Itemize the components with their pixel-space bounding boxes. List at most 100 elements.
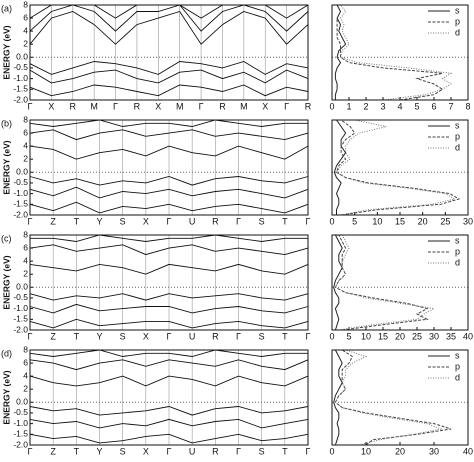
x-tick-label: 0 — [329, 331, 334, 341]
plot-frame — [331, 234, 469, 331]
plot-frame — [29, 4, 309, 101]
dos-line — [334, 234, 429, 331]
band-line — [29, 186, 309, 199]
x-tick-label: R — [219, 101, 226, 111]
y-tick-label: -2.0 — [13, 209, 28, 219]
x-tick-label: 30 — [429, 331, 439, 341]
x-tick-label: Y — [96, 216, 102, 226]
dos-line — [336, 4, 444, 101]
legend-label: d — [455, 142, 460, 152]
x-tick-label: R — [212, 331, 219, 341]
x-tick-label: 10 — [372, 216, 382, 226]
x-tick-label: T — [282, 216, 288, 226]
y-tick-label: -2.0 — [13, 94, 28, 104]
x-tick-label: M — [176, 101, 184, 111]
x-tick-label: Γ — [306, 446, 311, 456]
x-tick-label: Z — [50, 331, 56, 341]
y-tick-label: 4 — [23, 255, 28, 265]
x-tick-label: Γ — [28, 446, 33, 456]
y-tick-label: -2.0 — [13, 439, 28, 449]
y-tick-label: -1.5 — [13, 84, 28, 94]
x-tick-label: Γ — [306, 331, 311, 341]
x-tick-label: X — [48, 101, 54, 111]
x-tick-label: Γ — [199, 101, 204, 111]
y-tick-label: 6 — [23, 242, 28, 252]
band-line — [29, 418, 309, 429]
y-tick-label: -2.0 — [13, 324, 28, 334]
dos-line — [334, 349, 443, 446]
band-line — [29, 359, 309, 371]
legend-label: d — [455, 27, 460, 37]
legend-label: d — [455, 257, 460, 267]
y-tick-label: 2 — [23, 383, 28, 393]
x-tick-label: T — [74, 216, 80, 226]
band-line — [30, 234, 308, 242]
y-tick-label: -0.5 — [13, 292, 28, 302]
band-line — [29, 84, 309, 97]
x-tick-label: U — [189, 216, 196, 226]
x-tick-label: 20 — [395, 446, 405, 456]
x-tick-label: S — [120, 446, 126, 456]
x-tick-label: X — [262, 101, 268, 111]
band-line — [29, 176, 309, 186]
y-axis-label: ENERGY (eV) — [1, 140, 11, 194]
x-tick-label: 15 — [378, 331, 388, 341]
y-tick-label: 6 — [23, 12, 28, 22]
band-line — [29, 4, 309, 32]
band-line — [29, 433, 309, 444]
x-tick-label: Γ — [28, 101, 33, 111]
legend-label: p — [455, 131, 460, 141]
x-tick-label: T — [282, 446, 288, 456]
x-tick-label: 10 — [361, 331, 371, 341]
band-line — [29, 69, 309, 84]
x-tick-label: U — [189, 446, 196, 456]
y-tick-label: 2 — [23, 153, 28, 163]
y-tick-label: 0.0 — [16, 167, 28, 177]
panel-label: (a) — [1, 3, 12, 13]
x-tick-label: 0 — [329, 216, 334, 226]
x-tick-label: Γ — [236, 216, 241, 226]
band-line — [29, 119, 308, 127]
x-tick-label: 30 — [429, 446, 439, 456]
y-tick-label: -1.0 — [13, 73, 28, 83]
x-tick-label: U — [189, 331, 196, 341]
y-tick-label: 0.0 — [16, 52, 28, 62]
y-tick-label: -1.0 — [13, 188, 28, 198]
x-tick-label: 0 — [329, 101, 334, 111]
y-tick-label: 6 — [23, 127, 28, 137]
x-tick-label: 5 — [414, 101, 419, 111]
plot-frame — [331, 4, 469, 101]
x-tick-label: T — [282, 331, 288, 341]
x-tick-label: R — [305, 101, 312, 111]
y-axis-label: ENERGY (eV) — [1, 370, 11, 424]
y-tick-label: -1.5 — [13, 429, 28, 439]
x-tick-label: 1 — [346, 101, 351, 111]
plot-frame — [331, 119, 469, 216]
x-tick-label: R — [134, 101, 141, 111]
y-tick-label: 0.0 — [16, 397, 28, 407]
y-tick-label: 8 — [23, 344, 28, 354]
x-tick-label: S — [259, 446, 265, 456]
legend-label: p — [455, 16, 460, 26]
y-tick-label: -0.5 — [13, 62, 28, 72]
x-tick-label: 5 — [346, 331, 351, 341]
y-tick-label: -1.5 — [13, 314, 28, 324]
x-tick-label: 10 — [361, 446, 371, 456]
legend-label: s — [455, 120, 460, 130]
x-tick-label: M — [90, 101, 98, 111]
x-tick-label: 30 — [463, 216, 473, 226]
y-tick-label: 4 — [23, 140, 28, 150]
dos-line — [333, 234, 343, 331]
x-tick-label: X — [143, 331, 149, 341]
legend-label: s — [455, 350, 460, 360]
x-tick-label: Γ — [167, 446, 172, 456]
y-tick-label: 4 — [23, 25, 28, 35]
y-tick-label: -1.5 — [13, 199, 28, 209]
band-line — [29, 293, 309, 301]
legend-label: p — [455, 361, 460, 371]
plot-frame — [29, 119, 309, 216]
y-tick-label: 8 — [23, 229, 28, 239]
band-line — [29, 10, 309, 45]
band-line — [29, 349, 308, 357]
x-tick-label: Γ — [236, 446, 241, 456]
